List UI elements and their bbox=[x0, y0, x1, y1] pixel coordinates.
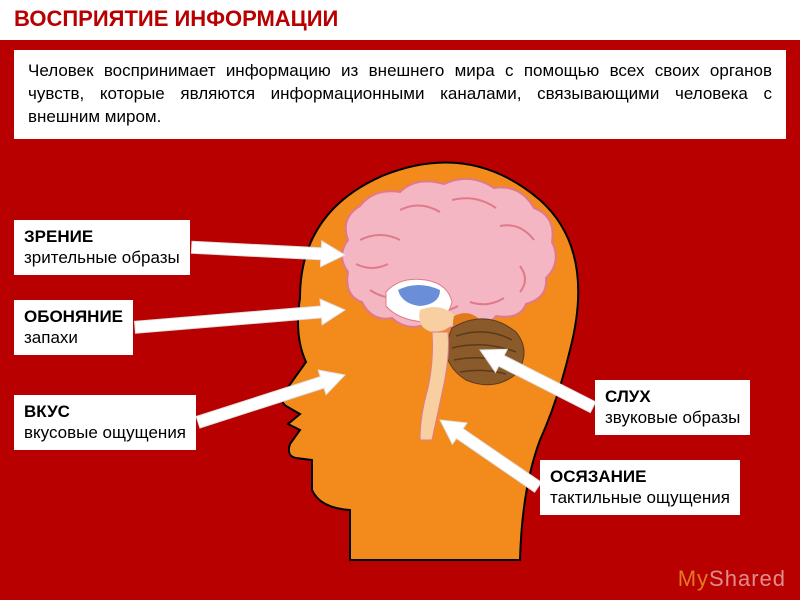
label-smell-sub: запахи bbox=[24, 327, 123, 348]
label-taste-sub: вкусовые ощущения bbox=[24, 422, 186, 443]
label-vision-title: ЗРЕНИЕ bbox=[24, 226, 180, 247]
arrow-icon bbox=[191, 241, 345, 267]
page-root: ВОСПРИЯТИЕ ИНФОРМАЦИИ bbox=[0, 0, 800, 600]
label-taste-title: ВКУС bbox=[24, 401, 186, 422]
intro-text: Человек воспринимает информацию из внешн… bbox=[14, 50, 786, 139]
label-vision-sub: зрительные образы bbox=[24, 247, 180, 268]
label-smell-title: ОБОНЯНИЕ bbox=[24, 306, 123, 327]
label-hearing: СЛУХ звуковые образы bbox=[595, 380, 750, 435]
label-vision: ЗРЕНИЕ зрительные образы bbox=[14, 220, 190, 275]
label-touch-sub: тактильные ощущения bbox=[550, 487, 730, 508]
label-taste: ВКУС вкусовые ощущения bbox=[14, 395, 196, 450]
label-smell: ОБОНЯНИЕ запахи bbox=[14, 300, 133, 355]
label-hearing-sub: звуковые образы bbox=[605, 407, 740, 428]
title-text: ВОСПРИЯТИЕ ИНФОРМАЦИИ bbox=[14, 6, 338, 31]
page-title: ВОСПРИЯТИЕ ИНФОРМАЦИИ bbox=[14, 6, 338, 32]
label-touch: ОСЯЗАНИЕ тактильные ощущения bbox=[540, 460, 740, 515]
intro-content: Человек воспринимает информацию из внешн… bbox=[28, 61, 772, 126]
label-hearing-title: СЛУХ bbox=[605, 386, 740, 407]
label-touch-title: ОСЯЗАНИЕ bbox=[550, 466, 730, 487]
